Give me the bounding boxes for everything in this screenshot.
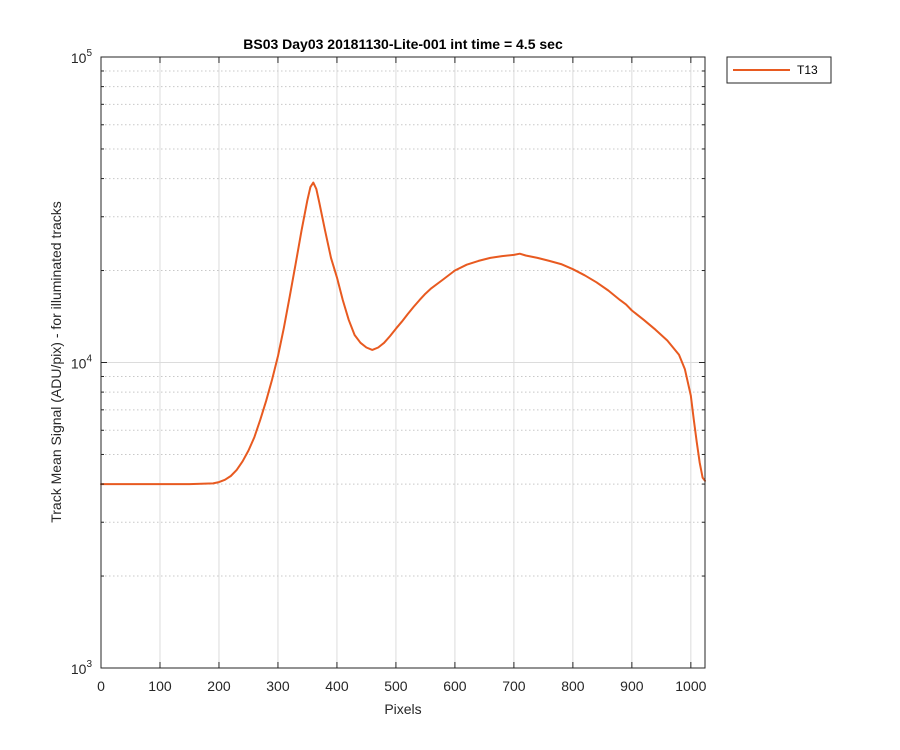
y-axis-label: Track Mean Signal (ADU/pix) - for illumi… [48,201,64,523]
y-tick-label-exponent: 5 [86,48,92,59]
x-tick-label: 200 [207,678,231,694]
legend: T13 [726,56,832,84]
legend-label-t13: T13 [797,63,818,77]
y-tick-label-exponent: 4 [86,354,92,365]
x-tick-label: 900 [620,678,644,694]
x-tick-label: 0 [97,678,105,694]
x-tick-label: 800 [561,678,585,694]
x-axis: 0 100 200 300 400 500 600 700 800 900 1000 [97,57,707,694]
x-tick-label: 400 [325,678,349,694]
y-tick-label-base: 10 [71,661,87,677]
y-tick-label: 103 [71,659,93,677]
y-tick-label: 104 [71,354,93,372]
y-tick-label-exponent: 3 [86,659,92,670]
x-axis-label: Pixels [384,701,421,717]
x-tick-label: 100 [148,678,172,694]
series-layer [100,181,706,486]
x-tick-label: 1000 [675,678,706,694]
y-tick-label: 105 [71,48,93,66]
x-tick-label: 300 [266,678,290,694]
x-tick-label: 700 [502,678,526,694]
x-tick-label: 600 [443,678,467,694]
y-tick-label-base: 10 [71,50,87,66]
chart-title: BS03 Day03 20181130-Lite-001 int time = … [243,36,563,52]
series-line-t13 [100,181,706,486]
y-tick-label-base: 10 [71,356,87,372]
x-tick-label: 500 [384,678,408,694]
